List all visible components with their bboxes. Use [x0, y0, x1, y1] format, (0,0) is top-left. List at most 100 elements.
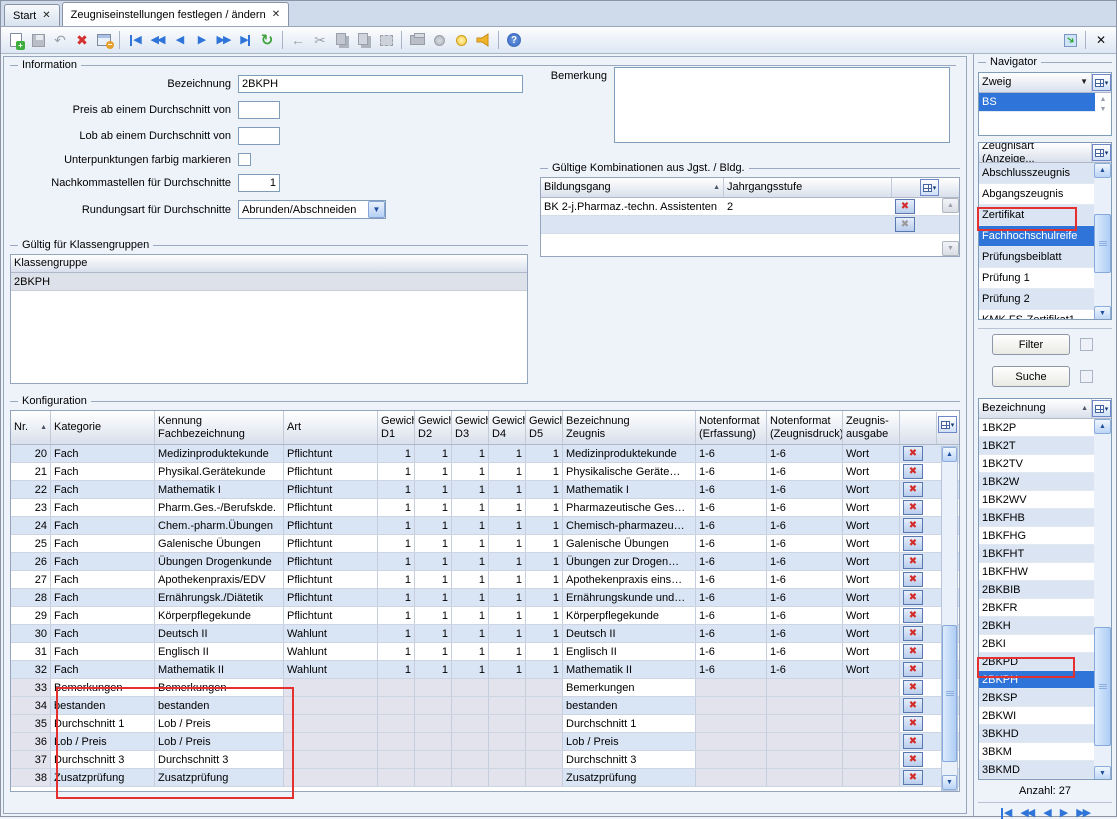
unterpunktungen-checkbox[interactable] [238, 153, 251, 166]
column-header-kennung[interactable]: Kennung Fachbezeichnung [155, 411, 284, 444]
fast-prev-icon[interactable]: ◀◀ [1020, 808, 1033, 819]
preis-input[interactable] [238, 101, 280, 119]
scroll-up-icon[interactable]: ▲ [942, 447, 957, 462]
konfiguration-row[interactable]: 23 Fach Pharm.Ges.-/Berufskde. Pflichtun… [11, 499, 959, 517]
kombination-row[interactable]: BK 2-j.Pharmaz.-techn. Assistenten 2 ✖ [541, 198, 959, 216]
delete-row-button[interactable]: ✖ [903, 608, 923, 623]
bezeichnung-input[interactable] [238, 75, 523, 93]
zeugnisart-item[interactable]: Prüfung 2 [979, 289, 1094, 310]
scroll-down-icon[interactable]: ▼ [942, 241, 959, 256]
bezeichnung-item[interactable]: 1BK2TV [979, 455, 1094, 473]
scroll-down-icon[interactable]: ▼ [1094, 766, 1111, 780]
undo-button[interactable]: ↶ [49, 30, 71, 51]
prev-record-icon[interactable]: ◀ [1043, 808, 1049, 819]
bezeichnung-item[interactable]: 1BKFHT [979, 545, 1094, 563]
tab-start[interactable]: Start ✕ [4, 4, 60, 26]
rundungsart-dropdown[interactable]: Abrunden/Abschneiden ▼ [238, 200, 386, 219]
delete-row-button[interactable]: ✖ [903, 626, 923, 641]
field-chooser-button[interactable]: ▾ [938, 416, 957, 433]
refresh-button[interactable]: ↻ [256, 30, 278, 51]
select-button[interactable] [375, 30, 397, 51]
bezeichnung-item[interactable]: 2BKH [979, 617, 1094, 635]
first-record-icon[interactable]: ◀ [1001, 808, 1010, 819]
suche-checkbox[interactable] [1080, 370, 1093, 383]
bezeichnung-item[interactable]: 2BKBIB [979, 581, 1094, 599]
paste-button[interactable] [353, 30, 375, 51]
column-header-art[interactable]: Art [284, 411, 378, 444]
konfiguration-row[interactable]: 22 Fach Mathematik I Pflichtunt 1 1 1 1 … [11, 481, 959, 499]
save-button[interactable] [27, 30, 49, 51]
konfiguration-row[interactable]: 32 Fach Mathematik II Wahlunt 1 1 1 1 1 … [11, 661, 959, 679]
konfiguration-row[interactable]: 25 Fach Galenische Übungen Pflichtunt 1 … [11, 535, 959, 553]
zeugnisart-item[interactable]: Abgangszeugnis [979, 184, 1094, 205]
bezeichnung-item[interactable]: 1BK2WV [979, 491, 1094, 509]
last-record-button[interactable]: ▶ [234, 30, 256, 51]
column-header-jahrgangsstufe[interactable]: Jahrgangsstufe [724, 178, 892, 197]
field-chooser-button[interactable]: ▾ [1092, 400, 1111, 417]
bemerkung-textarea[interactable] [614, 67, 950, 143]
bezeichnung-item[interactable]: 2BKSP [979, 689, 1094, 707]
konfiguration-row[interactable]: 31 Fach Englisch II Wahlunt 1 1 1 1 1 En… [11, 643, 959, 661]
delete-row-button[interactable]: ✖ [903, 518, 923, 533]
bezeichnung-item[interactable]: 1BK2T [979, 437, 1094, 455]
export-button[interactable] [428, 30, 450, 51]
scroll-down-icon[interactable]: ▼ [942, 775, 957, 790]
scrollbar-thumb[interactable] [942, 625, 957, 763]
delete-row-button[interactable]: ✖ [903, 662, 923, 677]
delete-row-button[interactable]: ✖ [903, 536, 923, 551]
bezeichnung-item[interactable]: 1BK2P [979, 419, 1094, 437]
scroll-up-icon[interactable]: ▲ [1094, 163, 1111, 178]
column-header-klassengruppe[interactable]: Klassengruppe [11, 255, 527, 272]
bezeichnung-item[interactable]: 1BKFHW [979, 563, 1094, 581]
delete-record-button[interactable]: ✖ [71, 30, 93, 51]
zeugnisart-item[interactable]: Fachhochschulreife [979, 226, 1094, 247]
column-header-gewicht-d5[interactable]: Gewicht D5 [526, 411, 563, 444]
bezeichnung-item[interactable]: 3BKMD [979, 761, 1094, 779]
column-header-notenformat-erfassung[interactable]: Notenformat (Erfassung) [696, 411, 767, 444]
filter-checkbox[interactable] [1080, 338, 1093, 351]
bezeichnung-item[interactable]: 1BKFHB [979, 509, 1094, 527]
new-record-button[interactable]: + [5, 30, 27, 51]
column-header-gewicht-d2[interactable]: Gewicht D2 [415, 411, 452, 444]
notify-button[interactable] [472, 30, 494, 51]
next-record-icon[interactable]: ▶ [1060, 808, 1066, 819]
column-header-gewicht-d4[interactable]: Gewicht D4 [489, 411, 526, 444]
zeugnisart-scrollbar[interactable]: ▲ ▼ [1094, 163, 1111, 320]
delete-row-button[interactable]: ✖ [903, 770, 923, 785]
filter-button[interactable]: Filter [992, 334, 1070, 355]
print-button[interactable] [406, 30, 428, 51]
chevron-down-icon[interactable]: ▼ [368, 201, 385, 218]
delete-row-button[interactable]: ✖ [903, 500, 923, 515]
bezeichnung-item[interactable]: 1BKFHG [979, 527, 1094, 545]
konfiguration-row[interactable]: 37 Durchschnitt 3 Durchschnitt 3 Durchsc… [11, 751, 959, 769]
help-button[interactable]: ? [503, 30, 525, 51]
bezeichnung-item[interactable]: 2BKWI [979, 707, 1094, 725]
kombination-empty-row[interactable]: ✖ [541, 216, 959, 234]
column-header-nr[interactable]: Nr.▲ [11, 411, 51, 444]
close-icon[interactable]: ✕ [272, 10, 280, 20]
konfiguration-row[interactable]: 28 Fach Ernährungsk./Diätetik Pflichtunt… [11, 589, 959, 607]
delete-row-button[interactable]: ✖ [903, 734, 923, 749]
delete-row-button[interactable]: ✖ [903, 554, 923, 569]
zweig-combo-header[interactable]: Zweig ▼ [979, 73, 1092, 92]
delete-row-button[interactable]: ✖ [903, 698, 923, 713]
zeugnisart-item[interactable]: Prüfungsbeiblatt [979, 247, 1094, 268]
lob-input[interactable] [238, 127, 280, 145]
field-chooser-button[interactable]: ▾ [1092, 74, 1111, 91]
cut-button[interactable]: ✂ [309, 30, 331, 51]
konfiguration-row[interactable]: 30 Fach Deutsch II Wahlunt 1 1 1 1 1 Deu… [11, 625, 959, 643]
delete-row-button[interactable]: ✖ [903, 644, 923, 659]
column-header-gewicht-d3[interactable]: Gewicht D3 [452, 411, 489, 444]
delete-row-button[interactable]: ✖ [903, 572, 923, 587]
konfiguration-row[interactable]: 27 Fach Apothekenpraxis/EDV Pflichtunt 1… [11, 571, 959, 589]
scroll-up-icon[interactable]: ▲ [1094, 419, 1111, 434]
column-header-bildungsgang[interactable]: Bildungsgang ▲ [541, 178, 724, 197]
bezeichnung-scrollbar[interactable]: ▲ ▼ [1094, 419, 1111, 780]
field-chooser-button[interactable]: ▾ [1092, 144, 1111, 161]
switch-window-button[interactable] [1059, 30, 1081, 51]
scroll-up-icon[interactable]: ▲ [1100, 95, 1107, 105]
first-record-button[interactable]: ◀ [124, 30, 146, 51]
delete-row-button[interactable]: ✖ [903, 446, 923, 461]
delete-row-button[interactable]: ✖ [903, 680, 923, 695]
kombinationen-scrollbar[interactable]: ▲ ▼ [942, 198, 959, 256]
